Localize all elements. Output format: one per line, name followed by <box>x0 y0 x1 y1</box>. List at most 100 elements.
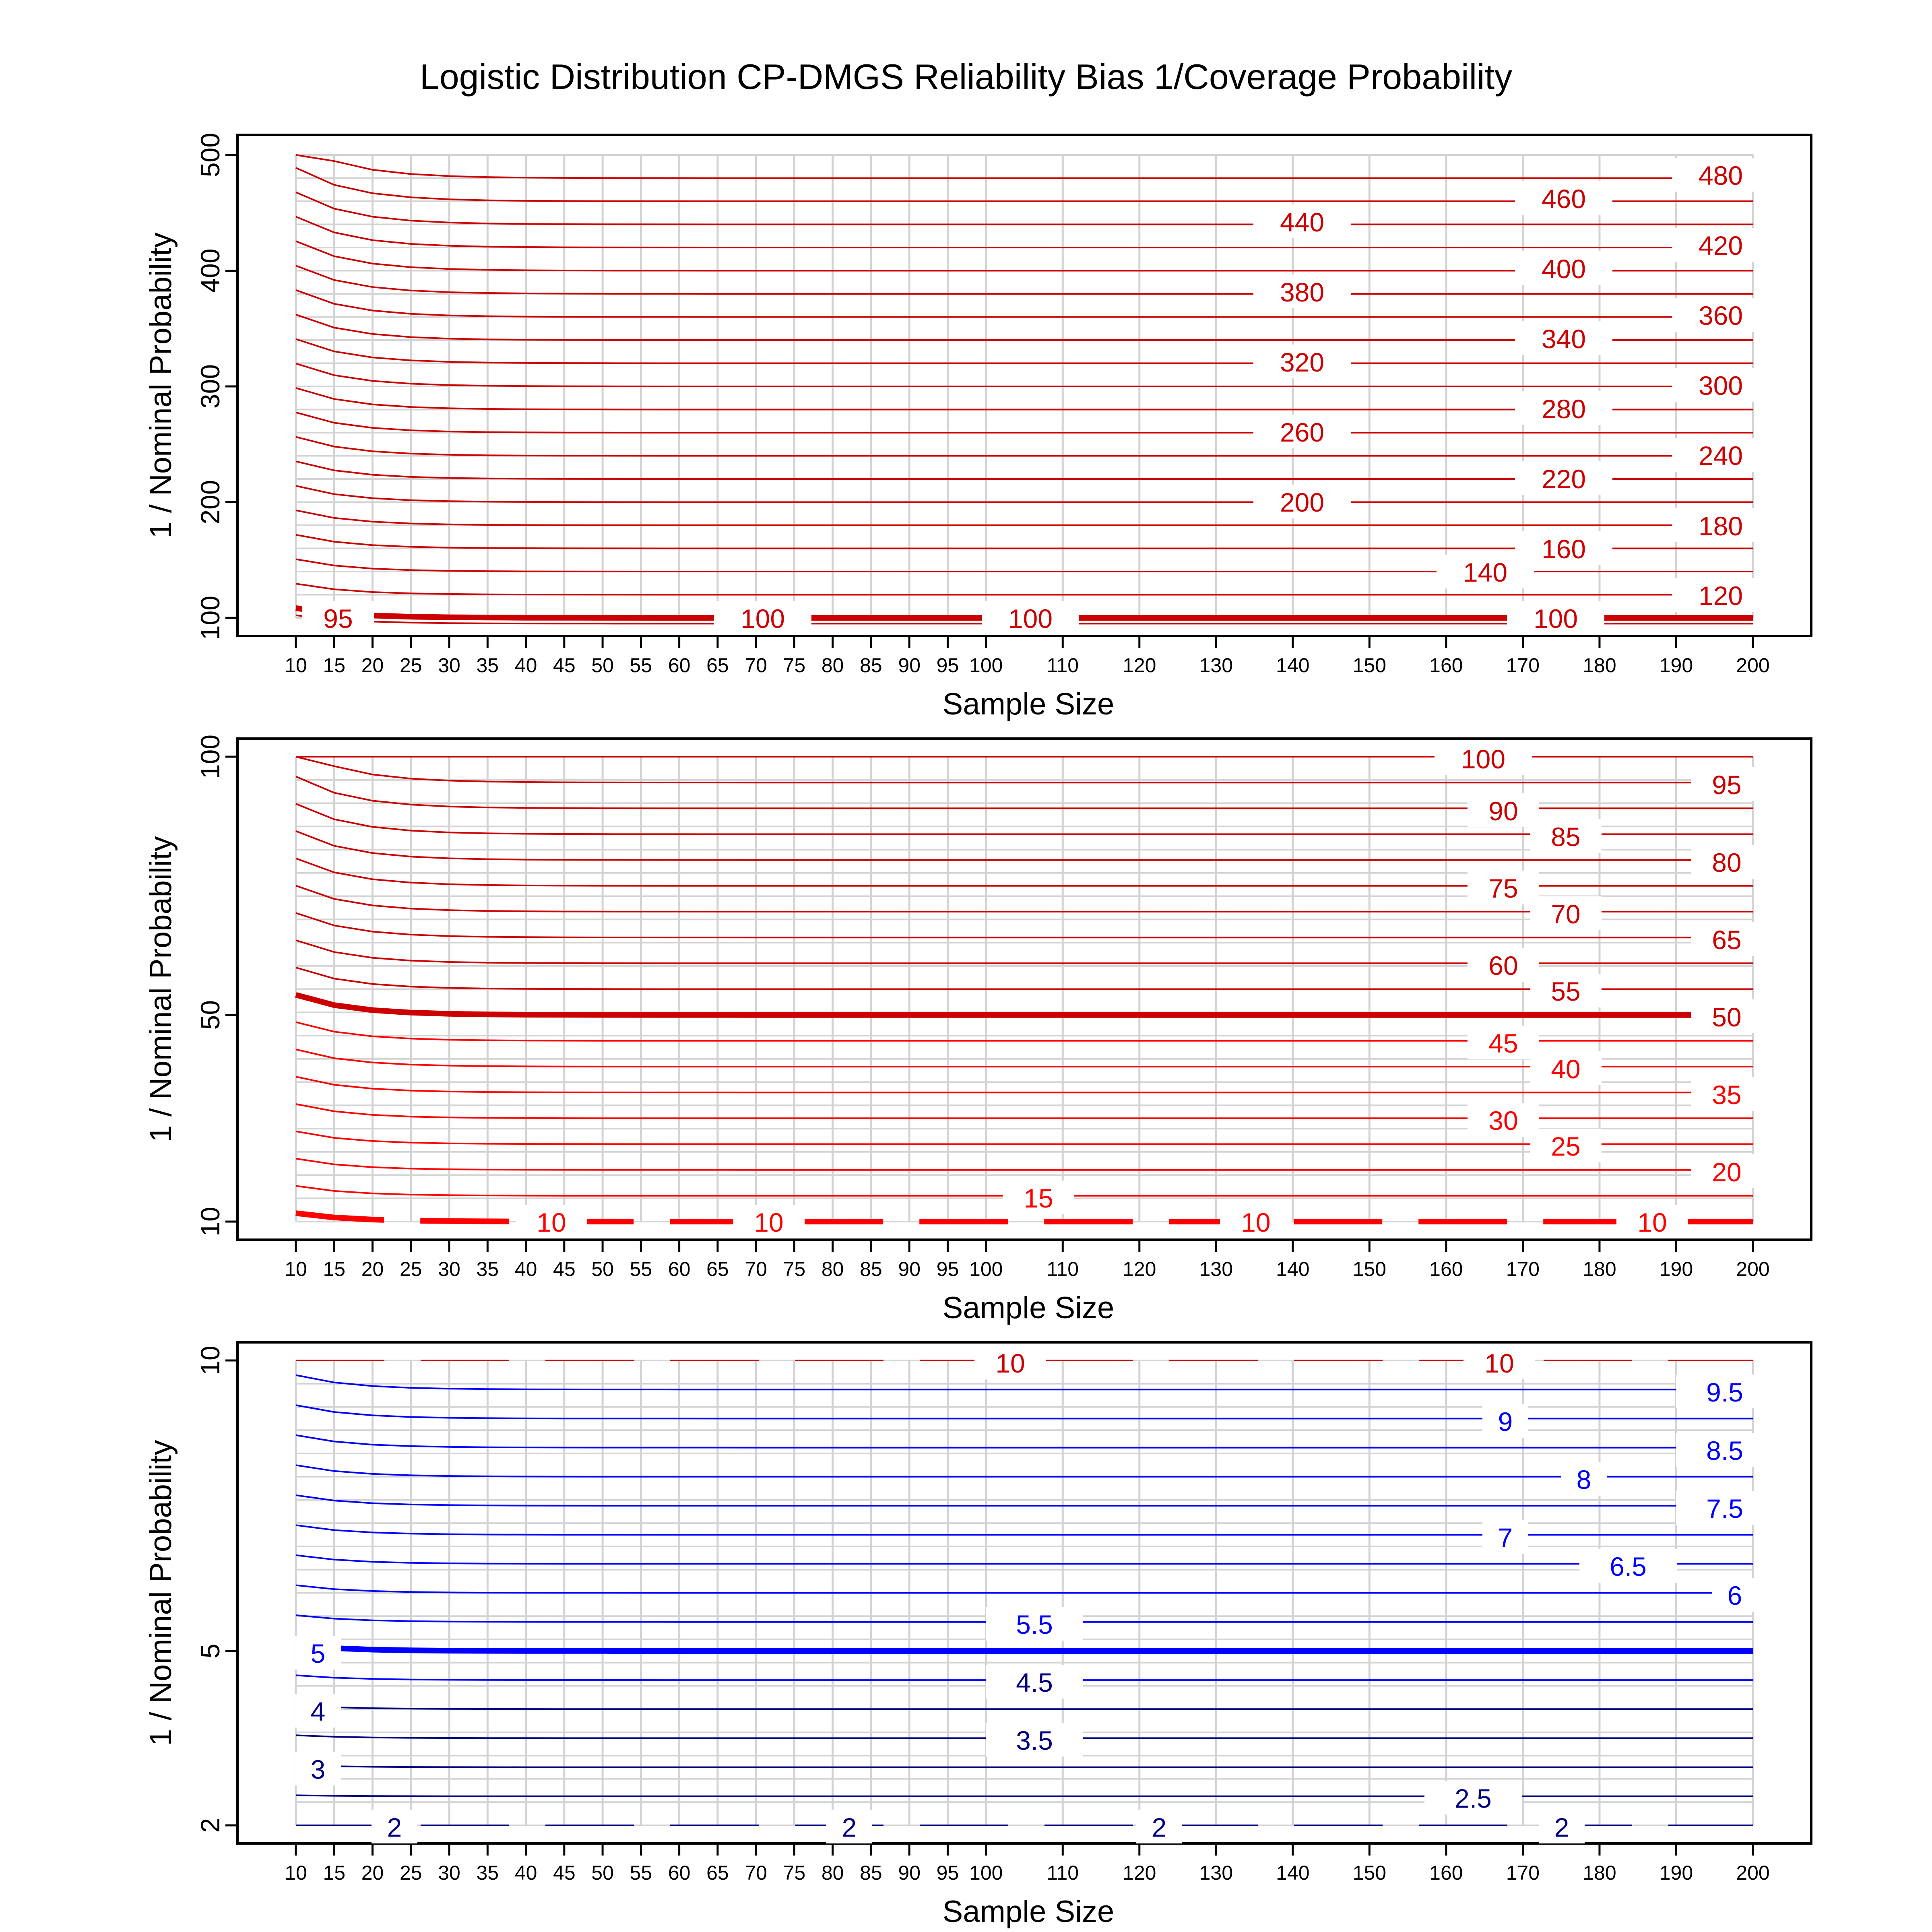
contour-line <box>295 1794 1753 1797</box>
contour-label: 35 <box>1712 1080 1741 1110</box>
contour-label: 340 <box>1542 324 1586 354</box>
contour-label: 320 <box>1280 347 1324 377</box>
x-tick-label: 130 <box>1199 1258 1233 1280</box>
contour-label-bg <box>1561 1462 1607 1496</box>
contour-label: 3 <box>311 1754 326 1784</box>
contour-label: 6.5 <box>1610 1552 1647 1581</box>
contour-label-bg <box>1691 922 1763 956</box>
contour-label: 200 <box>1280 487 1324 517</box>
contour-label-bg <box>1253 415 1351 448</box>
contour-line <box>295 776 1753 809</box>
y-tick-label: 5 <box>195 1644 225 1659</box>
contour-line <box>295 154 1753 179</box>
y-axis-label: 1 / Nominal Probability <box>144 232 178 538</box>
contour-line <box>295 1464 1753 1478</box>
contour-label-bg <box>986 1665 1083 1699</box>
contour-label-bg <box>733 1205 805 1238</box>
y-tick-label: 500 <box>195 133 225 177</box>
x-tick-label: 120 <box>1123 1258 1156 1280</box>
contour-label-bg <box>1468 871 1539 904</box>
x-tick-label: 25 <box>400 654 422 677</box>
plot-frame <box>236 737 1812 1241</box>
x-tick-label: 95 <box>937 1258 959 1280</box>
x-tick-label: 40 <box>515 1862 537 1884</box>
contour-label-bg <box>986 1607 1083 1641</box>
contour-label: 5.5 <box>1016 1610 1053 1639</box>
x-tick-label: 25 <box>400 1862 422 1884</box>
x-tick-label: 180 <box>1583 1258 1616 1280</box>
x-tick-label: 120 <box>1123 1862 1156 1884</box>
contour-label: 2 <box>842 1812 857 1842</box>
contour-label-bg <box>1676 1491 1773 1525</box>
contour-line <box>295 1554 1753 1565</box>
contour-line <box>295 1021 1753 1042</box>
contour-label: 60 <box>1488 951 1518 980</box>
contour-label: 10 <box>754 1208 783 1237</box>
contour-label-bg <box>302 601 374 635</box>
x-tick-label: 170 <box>1506 1862 1540 1884</box>
x-tick-label: 100 <box>969 1862 1003 1884</box>
contour-line <box>295 885 1753 912</box>
contour-label-bg <box>1515 251 1612 285</box>
x-tick-label: 160 <box>1429 1862 1463 1884</box>
contour-label: 3.5 <box>1016 1726 1053 1755</box>
contour-label: 7 <box>1498 1523 1513 1552</box>
contour-label-bg <box>1530 1129 1602 1162</box>
contour-label-bg <box>1435 741 1532 775</box>
contour-label: 9.5 <box>1706 1377 1743 1407</box>
contour-label: 280 <box>1542 394 1586 424</box>
contour-label-bg <box>1539 1810 1585 1843</box>
contour-label: 6 <box>1728 1581 1742 1610</box>
x-tick-label: 10 <box>285 654 307 677</box>
contour-label: 100 <box>1461 744 1505 774</box>
plot-frame <box>236 1341 1812 1845</box>
contour-line <box>295 1210 1753 1224</box>
contour-label-bg <box>1463 1346 1535 1379</box>
x-tick-label: 85 <box>860 654 882 677</box>
x-tick-label: 170 <box>1506 654 1540 677</box>
x-tick-label: 85 <box>860 1862 882 1884</box>
contour-label: 100 <box>741 604 785 634</box>
contour-label: 100 <box>1534 604 1578 634</box>
contour-line <box>295 830 1753 861</box>
contour-line <box>295 387 1753 411</box>
contour-label-bg <box>1253 204 1351 238</box>
contour-line <box>295 314 1753 341</box>
contour-label: 65 <box>1712 925 1741 955</box>
contour-line <box>295 1049 1753 1067</box>
x-axis-label: Sample Size <box>943 1895 1115 1929</box>
x-tick-label: 150 <box>1353 1862 1386 1884</box>
x-tick-label: 15 <box>323 1862 345 1884</box>
contour-label-bg <box>1676 1433 1773 1467</box>
x-tick-label: 160 <box>1429 1258 1463 1280</box>
y-tick-label: 400 <box>195 248 225 293</box>
contour-line <box>295 1076 1753 1094</box>
x-tick-label: 100 <box>969 1258 1003 1280</box>
contour-label-bg <box>1691 845 1763 879</box>
contour-label: 15 <box>1024 1183 1053 1213</box>
chart-title: Logistic Distribution CP-DMGS Reliabilit… <box>419 57 1513 97</box>
x-tick-label: 200 <box>1736 1258 1769 1280</box>
contour-line <box>295 1674 1753 1681</box>
x-tick-label: 30 <box>438 1862 460 1884</box>
x-tick-label: 190 <box>1660 654 1693 677</box>
contour-label-bg <box>1507 601 1604 635</box>
x-tick-label: 55 <box>630 1862 652 1884</box>
contour-line <box>295 167 1753 202</box>
contour-line <box>295 992 1753 1018</box>
contour-label-bg <box>1672 158 1769 192</box>
contour-label-bg <box>372 1810 417 1843</box>
x-tick-label: 80 <box>822 654 844 677</box>
contour-line <box>295 1494 1753 1507</box>
contour-label: 2 <box>1152 1812 1167 1842</box>
contour-label: 85 <box>1551 822 1580 852</box>
contour-label-bg <box>1468 948 1539 982</box>
contour-line <box>295 460 1753 480</box>
contour-line <box>295 216 1753 248</box>
contour-label-bg <box>1515 321 1612 355</box>
contour-label-bg <box>1530 974 1602 1007</box>
contour-label: 95 <box>1712 770 1741 800</box>
contour-label: 80 <box>1712 848 1741 877</box>
contour-label: 380 <box>1280 277 1324 307</box>
